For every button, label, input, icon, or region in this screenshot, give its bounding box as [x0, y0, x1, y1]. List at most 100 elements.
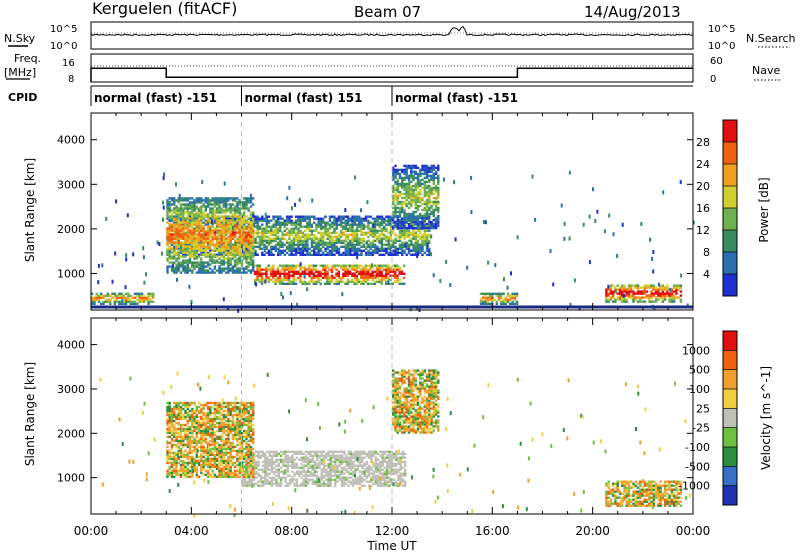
power-cell: [410, 192, 413, 196]
power-cell: [209, 263, 212, 266]
power-cell: [375, 276, 379, 279]
power-cell: [344, 268, 347, 271]
power-cell: [256, 233, 259, 236]
power-cell: [618, 290, 622, 293]
velocity-cell: [304, 464, 308, 467]
power-cell: [138, 292, 141, 295]
power-cell: [645, 296, 649, 299]
power-cell: [215, 247, 219, 250]
power-cell: [677, 286, 680, 289]
power-cell: [272, 245, 275, 248]
power-cell: [188, 231, 192, 234]
power-cell: [276, 251, 280, 254]
power-cell: [202, 211, 205, 214]
power-cell: [369, 231, 372, 234]
power-cell: [177, 215, 180, 218]
power-cell: [398, 200, 402, 204]
power-cell: [263, 219, 266, 222]
power-cell: [322, 221, 325, 224]
power-cell: [269, 278, 273, 281]
power-cell: [224, 221, 228, 224]
power-cell: [403, 235, 406, 238]
power-cell: [419, 180, 422, 184]
power-cell: [328, 239, 332, 242]
power-cell: [335, 278, 338, 281]
power-cell: [224, 261, 228, 264]
power-cell: [428, 174, 431, 178]
power-cell: [344, 270, 347, 273]
power-cell: [380, 221, 384, 224]
power-cell: [193, 235, 196, 238]
velocity-cell: [270, 476, 274, 479]
velocity-cell: [352, 466, 355, 469]
power-cell: [410, 172, 413, 176]
power-cell: [412, 220, 415, 224]
power-cell: [236, 263, 239, 266]
power-cell: [184, 269, 187, 272]
power-cell: [236, 223, 239, 226]
velocity-cell: [282, 464, 285, 467]
power-cell: [296, 276, 300, 279]
power-cell: [227, 263, 230, 266]
power-cell: [182, 269, 185, 272]
power-cell: [310, 268, 313, 271]
power-cell: [432, 186, 435, 190]
power-cell: [504, 302, 507, 305]
velocity-cell: [329, 470, 332, 473]
power-cell: [614, 300, 617, 303]
power-cell: [425, 226, 429, 230]
power-speckle: [466, 265, 469, 270]
power-cell: [202, 243, 205, 246]
power-cell: [414, 200, 417, 204]
power-cell: [335, 249, 338, 252]
power-cell: [267, 253, 271, 256]
power-cell: [330, 276, 334, 279]
power-cell: [369, 282, 372, 285]
power-cell: [209, 267, 212, 270]
power-cell: [222, 209, 226, 212]
power-speckle: [608, 213, 611, 218]
power-cell: [260, 274, 264, 277]
power-cell: [256, 266, 259, 269]
power-cell: [428, 218, 431, 222]
power-cell: [238, 215, 241, 218]
power-cell: [193, 231, 196, 234]
power-cell: [616, 298, 619, 301]
power-cell: [371, 227, 375, 230]
power-cell: [254, 239, 257, 242]
power-cell: [324, 266, 327, 269]
power-speckle: [121, 299, 124, 304]
power-cell: [643, 288, 646, 291]
power-cell: [407, 186, 411, 190]
power-cell: [261, 233, 264, 236]
power-cell: [234, 207, 237, 210]
power-cell: [371, 245, 375, 248]
power-cell: [358, 215, 361, 218]
power-cell: [245, 257, 248, 260]
power-cell: [306, 272, 309, 275]
power-cell: [234, 227, 237, 230]
power-cell: [220, 255, 223, 258]
power-cell: [263, 239, 266, 242]
power-cell: [283, 219, 286, 222]
velocity-cell: [316, 484, 319, 487]
power-cell: [236, 251, 239, 254]
power-cell: [285, 231, 289, 234]
velocity-cell: [304, 478, 308, 481]
power-cell: [392, 168, 395, 172]
power-cell: [256, 217, 259, 220]
velocity-cell: [279, 458, 283, 461]
power-cell: [188, 223, 192, 226]
power-cell: [184, 241, 187, 244]
power-cell: [304, 253, 307, 256]
power-cell: [231, 267, 235, 270]
power-cell: [276, 231, 280, 234]
velocity-cell: [291, 478, 294, 481]
power-cell: [306, 251, 309, 254]
power-cell: [360, 251, 363, 254]
velocity-cell: [309, 478, 312, 481]
power-cell: [292, 264, 295, 267]
power-cell: [317, 239, 320, 242]
power-cell: [346, 243, 350, 246]
power-cell: [195, 199, 198, 202]
